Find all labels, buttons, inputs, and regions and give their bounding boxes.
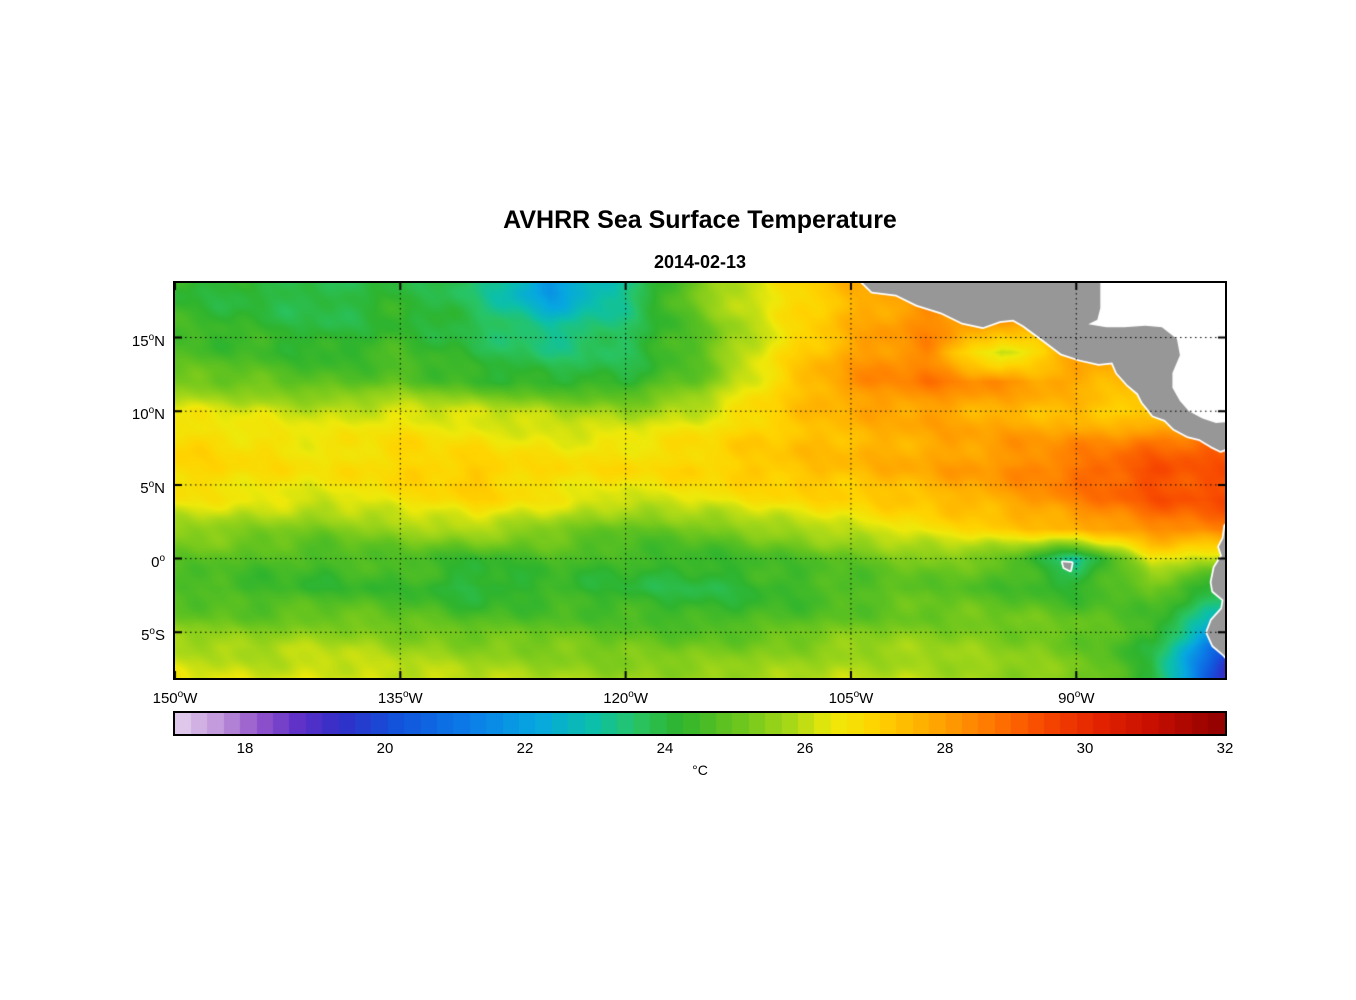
y-tick-label: 5oN: [140, 478, 165, 497]
y-tick-label: 15oN: [131, 331, 165, 350]
colorbar-canvas: [175, 713, 1225, 734]
colorbar: [173, 711, 1227, 736]
x-tick-label: 150oW: [152, 689, 198, 707]
x-tick-label: 90oW: [1058, 689, 1095, 707]
x-tick-label: 105oW: [828, 689, 874, 707]
chart-title: AVHRR Sea Surface Temperature: [503, 206, 897, 234]
x-tick-label: 135oW: [377, 689, 423, 707]
y-tick-label: 5oS: [141, 626, 165, 645]
sst-heatmap-canvas: [175, 283, 1225, 678]
colorbar-tick-label: 30: [1076, 740, 1094, 757]
x-tick-label: 120oW: [603, 689, 649, 707]
chart-subtitle: 2014-02-13: [653, 252, 747, 272]
colorbar-tick-label: 20: [376, 740, 394, 757]
colorbar-tick-label: 32: [1216, 740, 1234, 757]
colorbar-tick-label: 18: [236, 740, 254, 757]
colorbar-tick-label: 24: [656, 740, 674, 757]
colorbar-tick-label: 26: [796, 740, 814, 757]
colorbar-tick-label: 28: [936, 740, 954, 757]
colorbar-units-label: °C: [692, 762, 708, 778]
colorbar-tick-label: 22: [516, 740, 534, 757]
map-plot-area: [173, 281, 1227, 680]
y-tick-label: 0o: [151, 552, 165, 571]
y-tick-label: 10oN: [131, 405, 165, 424]
